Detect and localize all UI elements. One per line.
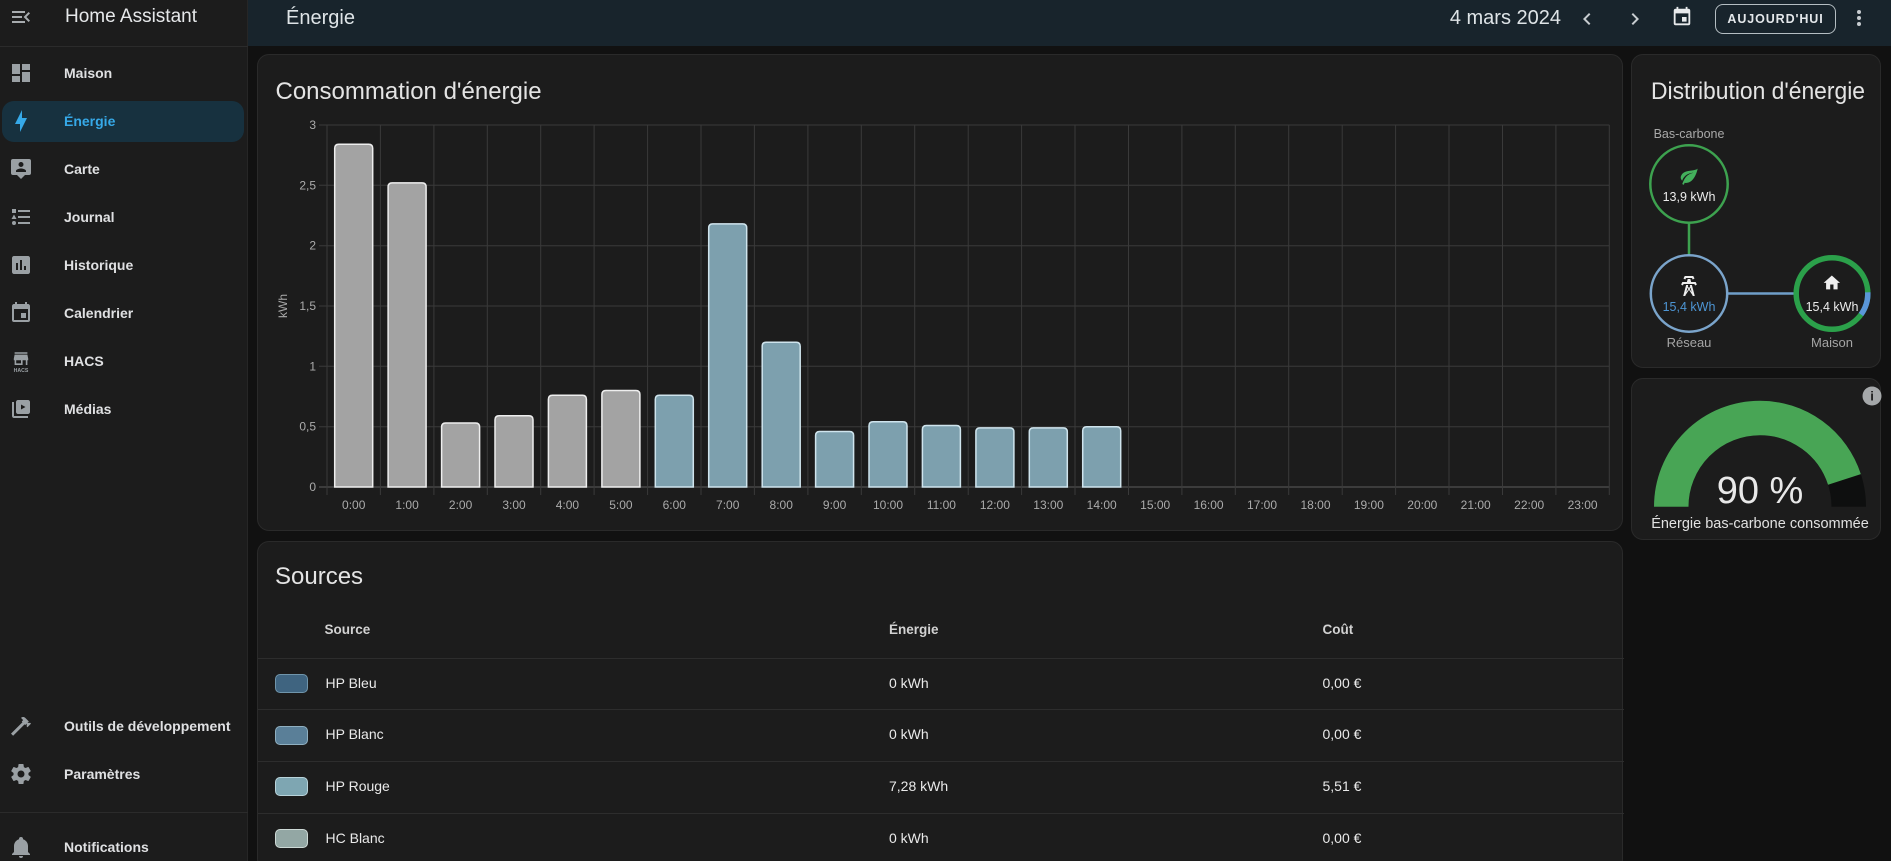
svg-text:10:00: 10:00 xyxy=(873,498,903,512)
svg-text:3:00: 3:00 xyxy=(502,498,526,512)
svg-text:20:00: 20:00 xyxy=(1407,498,1437,512)
svg-text:15,4 kWh: 15,4 kWh xyxy=(1663,300,1716,314)
svg-text:0: 0 xyxy=(309,480,316,494)
svg-text:i: i xyxy=(1870,389,1874,404)
svg-text:0,5: 0,5 xyxy=(299,420,316,434)
svg-text:Distribution d'énergie: Distribution d'énergie xyxy=(1651,78,1865,105)
svg-text:1,5: 1,5 xyxy=(299,299,316,313)
svg-text:13:00: 13:00 xyxy=(1033,498,1063,512)
svg-text:2,5: 2,5 xyxy=(299,178,316,192)
svg-text:12:00: 12:00 xyxy=(980,498,1010,512)
svg-text:1: 1 xyxy=(309,359,316,373)
svg-text:23:00: 23:00 xyxy=(1568,498,1598,512)
svg-text:18:00: 18:00 xyxy=(1300,498,1330,512)
svg-text:16:00: 16:00 xyxy=(1194,498,1224,512)
svg-text:Bas-carbone: Bas-carbone xyxy=(1654,127,1725,141)
svg-text:22:00: 22:00 xyxy=(1514,498,1544,512)
svg-text:4:00: 4:00 xyxy=(556,498,580,512)
svg-text:6:00: 6:00 xyxy=(663,498,687,512)
svg-text:2:00: 2:00 xyxy=(449,498,473,512)
svg-text:7:00: 7:00 xyxy=(716,498,740,512)
svg-text:Énergie bas-carbone consommée: Énergie bas-carbone consommée xyxy=(1651,515,1869,532)
svg-text:2: 2 xyxy=(309,239,316,253)
svg-text:5:00: 5:00 xyxy=(609,498,633,512)
svg-text:0:00: 0:00 xyxy=(342,498,366,512)
svg-text:90 %: 90 % xyxy=(1717,470,1804,512)
svg-text:13,9 kWh: 13,9 kWh xyxy=(1663,190,1716,204)
svg-text:11:00: 11:00 xyxy=(927,498,956,512)
svg-text:17:00: 17:00 xyxy=(1247,498,1277,512)
svg-text:HACS: HACS xyxy=(14,368,29,373)
svg-text:Réseau: Réseau xyxy=(1667,335,1712,350)
svg-text:3: 3 xyxy=(309,118,316,132)
svg-text:15:00: 15:00 xyxy=(1140,498,1170,512)
svg-text:8:00: 8:00 xyxy=(770,498,794,512)
svg-text:9:00: 9:00 xyxy=(823,498,847,512)
svg-text:kWh: kWh xyxy=(276,294,290,318)
svg-text:Maison: Maison xyxy=(1811,335,1853,350)
svg-text:19:00: 19:00 xyxy=(1354,498,1384,512)
svg-text:15,4 kWh: 15,4 kWh xyxy=(1806,300,1859,314)
svg-text:21:00: 21:00 xyxy=(1461,498,1491,512)
svg-text:14:00: 14:00 xyxy=(1087,498,1117,512)
svg-text:1:00: 1:00 xyxy=(395,498,419,512)
